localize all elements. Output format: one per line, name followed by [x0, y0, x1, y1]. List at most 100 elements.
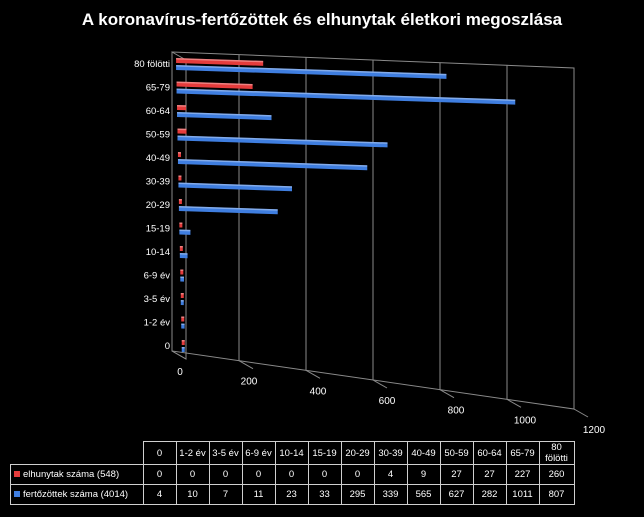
table-cell: 27	[472, 464, 507, 485]
bar-deaths	[181, 316, 185, 322]
bar-highlight	[178, 175, 182, 178]
table-header-row: 0 1-2 év 3-5 év 6-9 év 10-14 15-19 20-29 30-39 4…	[10, 441, 575, 465]
bar-deaths	[180, 269, 184, 275]
bar-infected	[176, 65, 447, 79]
table-header-cell: 6-9 év	[241, 441, 276, 465]
chart-title: A koronavírus-fertőzöttek és elhunytak é…	[81, 10, 563, 29]
bar-highlight	[180, 269, 184, 271]
category-label: 20-29	[146, 200, 170, 211]
bar-infected	[176, 88, 516, 105]
bar-highlight	[177, 128, 187, 131]
table-cell: 33	[307, 484, 342, 505]
bar-infected	[180, 276, 184, 282]
floor-gridline	[372, 379, 388, 389]
table-series-label: fertőzöttek száma (4014)	[10, 484, 144, 505]
table-cell: 0	[175, 464, 210, 485]
table-cell: 10	[175, 484, 210, 505]
bar-infected	[181, 347, 185, 353]
bar-highlight	[179, 246, 183, 248]
bar-highlight	[176, 65, 447, 76]
category-label: 65-79	[146, 83, 170, 94]
bar-highlight	[176, 81, 253, 86]
floor-gridline	[439, 389, 455, 399]
table-cell: 565	[406, 484, 441, 505]
table-header-cell: 65-79	[505, 441, 540, 465]
table-header-cell: 15-19	[307, 441, 342, 465]
legend-label: fertőzöttek száma (4014)	[23, 489, 129, 500]
table-cell: 260	[538, 464, 575, 485]
x-tick-label: 800	[448, 406, 465, 417]
bar-highlight	[177, 152, 181, 154]
bar-infected	[177, 159, 368, 171]
table-cell: 807	[538, 484, 575, 505]
category-label: 30-39	[146, 177, 170, 188]
table-cell: 23	[274, 484, 309, 505]
table-cell: 7	[208, 484, 243, 505]
table-cell: 0	[307, 464, 342, 485]
bar-deaths	[176, 58, 264, 66]
table-header-cell: 0	[142, 441, 177, 465]
table-corner	[10, 441, 144, 465]
bar-infected	[177, 112, 272, 121]
data-table: 0 1-2 év 3-5 év 6-9 év 10-14 15-19 20-29 30-39 4…	[10, 441, 575, 505]
bar-highlight	[181, 323, 185, 326]
bar-highlight	[180, 293, 184, 295]
bar-highlight	[176, 88, 516, 102]
floor-gridline	[171, 350, 187, 360]
bar-deaths	[179, 246, 183, 251]
bar-infected	[177, 135, 388, 148]
category-label: 1-2 év	[144, 318, 171, 329]
category-label: 3-5 év	[144, 294, 171, 305]
table-cell: 4	[373, 464, 408, 485]
legend-key	[14, 471, 20, 478]
table-header-cell: 50-59	[439, 441, 474, 465]
bar-highlight	[179, 222, 183, 224]
category-label: 10-14	[146, 247, 170, 258]
table-header-cell: 1-2 év	[175, 441, 210, 465]
table-cell: 282	[472, 484, 507, 505]
table-cell: 0	[274, 464, 309, 485]
bar-deaths	[180, 293, 184, 298]
table-cell: 0	[142, 464, 177, 485]
table-header-cell: 80 fölötti	[538, 441, 575, 465]
table-cell: 627	[439, 484, 474, 505]
side-wall	[171, 51, 187, 360]
bar-deaths	[177, 105, 187, 111]
bar-deaths	[177, 152, 181, 158]
bar-highlight	[177, 112, 272, 117]
table-cell: 27	[439, 464, 474, 485]
category-label: 40-49	[146, 153, 170, 164]
category-label: 80 fölötti	[134, 59, 170, 70]
category-label: 60-64	[146, 106, 170, 117]
bar-infected	[180, 300, 184, 306]
table-cell: 0	[340, 464, 375, 485]
floor-gridline	[238, 360, 254, 370]
floor-gridline	[506, 398, 522, 408]
bar-infected	[179, 253, 188, 259]
table-row: fertőzöttek száma (4014) 4 10 7 11 23 33 295 339…	[10, 484, 575, 505]
bar-deaths	[178, 199, 182, 204]
bar-highlight	[178, 182, 292, 188]
bar-infected	[179, 229, 191, 235]
x-tick-label: 1000	[514, 415, 537, 426]
table-header-cell: 20-29	[340, 441, 375, 465]
x-tick-label: 1200	[583, 425, 606, 436]
bar-highlight	[177, 105, 187, 107]
x-tick-label: 400	[310, 386, 327, 397]
bar-highlight	[177, 159, 368, 167]
bar-infected	[178, 182, 292, 192]
floor-gridline	[305, 369, 321, 379]
bar-highlight	[181, 347, 185, 349]
bar-highlight	[180, 276, 184, 279]
table-cell: 1011	[505, 484, 540, 505]
bar-deaths	[177, 128, 187, 134]
legend-label: elhunytak száma (548)	[23, 469, 120, 480]
table-cell: 227	[505, 464, 540, 485]
x-tick-label: 0	[177, 367, 183, 378]
table-cell: 4	[142, 484, 177, 505]
category-label: 50-59	[146, 130, 170, 141]
bar-infected	[181, 323, 185, 329]
bar-highlight	[181, 316, 185, 318]
table-cell: 0	[208, 464, 243, 485]
bar-highlight	[181, 340, 185, 342]
